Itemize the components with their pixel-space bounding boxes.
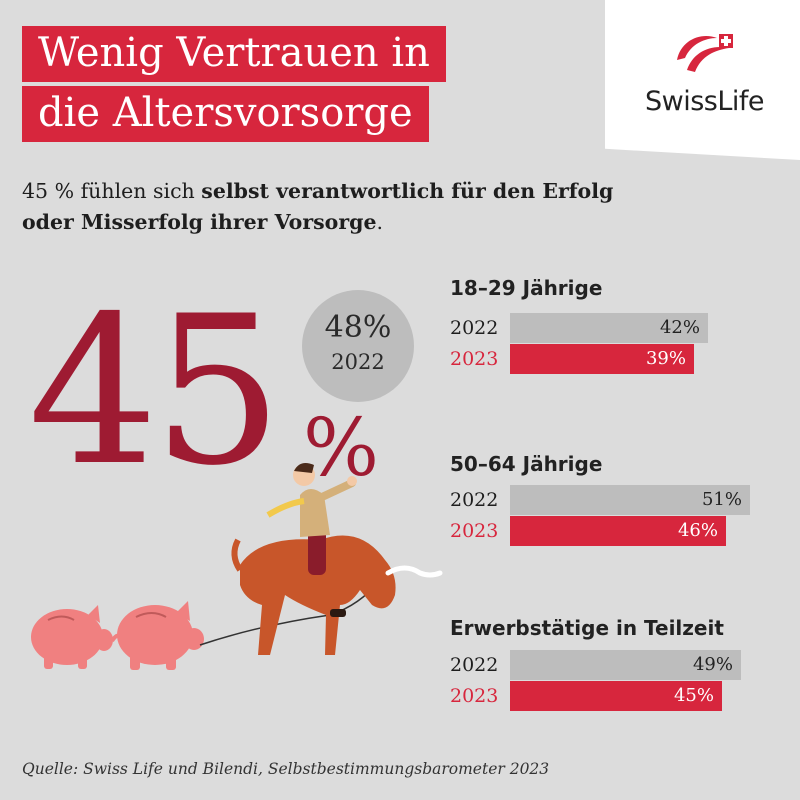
title-line-1: Wenig Vertrauen in	[22, 26, 446, 82]
group-title-2: 50–64 Jährige	[450, 452, 603, 476]
group-title-3: Erwerbstätige in Teilzeit	[450, 616, 724, 640]
title-line-2: die Altersvorsorge	[22, 86, 429, 142]
bar-value-3-2022: 49%	[692, 654, 733, 675]
group-title-1: 18–29 Jährige	[450, 276, 603, 300]
man-riding-bull-pulling-piggy-banks-icon	[31, 463, 443, 670]
row-label-1-2022: 2022	[450, 317, 499, 339]
logo-text: SwissLife	[645, 86, 765, 117]
row-label-3-2023: 2023	[450, 685, 499, 707]
bar-3-2023: 45%	[510, 681, 722, 711]
bar-3-2022: 49%	[510, 650, 741, 680]
comparison-badge: 48% 2022	[302, 290, 414, 402]
swisslife-logo-icon	[677, 34, 733, 72]
row-label-3-2022: 2022	[450, 654, 499, 676]
subtitle: 45 % fühlen sich selbst verantwortlich f…	[22, 179, 614, 234]
bar-2-2023: 46%	[510, 516, 726, 546]
row-label-2-2022: 2022	[450, 489, 499, 511]
bar-value-3-2023: 45%	[673, 685, 714, 706]
row-label-1-2023: 2023	[450, 348, 499, 370]
headline-unit: %	[303, 401, 380, 494]
bar-2-2022: 51%	[510, 485, 750, 515]
bar-value-1-2022: 42%	[659, 317, 700, 338]
bar-value-2-2023: 46%	[677, 520, 718, 541]
logo-panel: SwissLife	[605, 0, 800, 160]
headline-value: 45	[28, 273, 283, 511]
bar-1-2023: 39%	[510, 344, 694, 374]
bar-value-2-2022: 51%	[701, 489, 742, 510]
bar-value-1-2023: 39%	[645, 348, 686, 369]
row-label-2-2023: 2023	[450, 520, 499, 542]
comparison-year: 2022	[331, 350, 385, 374]
comparison-value: 48%	[324, 310, 392, 345]
source-note: Quelle: Swiss Life und Bilendi, Selbstbe…	[22, 760, 550, 778]
bar-1-2022: 42%	[510, 313, 708, 343]
